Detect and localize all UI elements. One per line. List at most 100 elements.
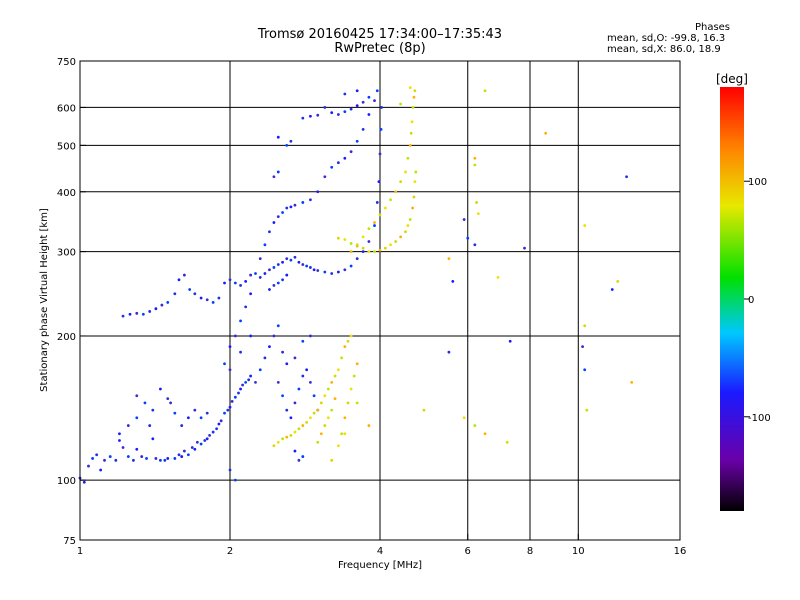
data-point — [523, 246, 526, 250]
data-point — [121, 446, 125, 449]
data-point — [268, 230, 271, 234]
data-point — [336, 113, 340, 116]
data-point — [276, 135, 280, 139]
data-point — [272, 266, 276, 269]
data-point — [378, 152, 382, 156]
data-point — [293, 356, 297, 360]
data-point — [126, 455, 130, 458]
y-tick-label: 75 — [63, 536, 76, 547]
data-point — [239, 284, 242, 287]
data-point — [199, 416, 203, 420]
data-point — [141, 312, 145, 316]
data-point — [412, 195, 416, 199]
data-point — [508, 339, 512, 343]
x-tick-label: 1 — [77, 546, 83, 557]
data-point — [249, 334, 253, 338]
data-point — [203, 439, 207, 442]
data-point — [281, 437, 284, 441]
data-point — [276, 281, 280, 285]
data-point — [367, 424, 371, 427]
data-point — [336, 161, 340, 165]
data-point — [276, 380, 280, 384]
data-point — [285, 362, 289, 366]
data-point — [247, 378, 251, 382]
data-point — [475, 201, 478, 204]
data-point — [151, 408, 155, 412]
data-point — [166, 301, 170, 304]
data-point — [355, 401, 359, 405]
data-point — [412, 95, 416, 99]
data-point — [233, 395, 237, 399]
data-point — [410, 120, 414, 124]
data-point — [505, 440, 509, 444]
data-point — [476, 212, 480, 216]
data-point — [91, 457, 95, 460]
data-point — [154, 457, 158, 460]
data-point — [323, 424, 327, 427]
data-point — [312, 394, 316, 398]
data-point — [367, 250, 371, 254]
data-point — [285, 435, 289, 439]
data-point — [312, 268, 316, 272]
data-point — [346, 401, 350, 405]
data-point — [297, 260, 301, 264]
data-point — [411, 106, 415, 109]
data-point — [108, 455, 112, 458]
data-point — [355, 243, 359, 247]
data-point — [422, 408, 426, 412]
data-point — [208, 434, 211, 437]
data-points — [78, 86, 634, 484]
data-point — [285, 206, 289, 210]
data-point — [408, 86, 412, 89]
data-point — [319, 432, 323, 436]
data-point — [297, 458, 301, 462]
data-point — [301, 374, 305, 378]
data-point — [211, 301, 215, 304]
data-point — [583, 224, 587, 227]
data-point — [254, 380, 257, 384]
data-point — [352, 374, 356, 378]
data-point — [336, 236, 340, 240]
data-point — [223, 362, 226, 366]
data-point — [276, 324, 280, 328]
phases-title: Phases — [694, 22, 731, 33]
data-point — [121, 314, 125, 318]
data-point — [148, 310, 152, 313]
data-point — [406, 156, 410, 160]
data-point — [343, 416, 347, 420]
data-point — [355, 89, 359, 93]
data-point — [289, 258, 293, 262]
data-point — [239, 387, 242, 391]
data-point — [293, 401, 297, 405]
x-tick-label: 8 — [527, 546, 533, 557]
data-point — [404, 230, 407, 234]
data-point — [323, 270, 327, 274]
data-point — [330, 380, 334, 384]
data-point — [380, 106, 384, 109]
data-point — [330, 165, 334, 169]
data-point — [301, 424, 305, 427]
data-point — [451, 279, 455, 283]
data-point — [349, 387, 353, 391]
colorbar-tick-label: 0 — [748, 295, 754, 306]
data-point — [319, 401, 323, 405]
data-point — [625, 175, 628, 179]
data-point — [289, 139, 293, 143]
data-point — [177, 278, 181, 282]
data-point — [293, 430, 297, 434]
data-point — [233, 281, 237, 285]
y-tick-label: 400 — [57, 188, 76, 199]
data-point — [95, 453, 99, 457]
y-tick-label: 600 — [57, 103, 76, 114]
data-point — [173, 457, 177, 460]
data-point — [103, 458, 106, 462]
data-point — [373, 250, 376, 254]
data-point — [340, 432, 344, 436]
data-point — [244, 279, 248, 283]
y-tick-label: 200 — [57, 332, 76, 343]
data-point — [205, 298, 209, 302]
data-point — [263, 272, 267, 275]
data-point — [160, 303, 164, 307]
data-point — [272, 444, 276, 448]
data-point — [254, 272, 257, 275]
